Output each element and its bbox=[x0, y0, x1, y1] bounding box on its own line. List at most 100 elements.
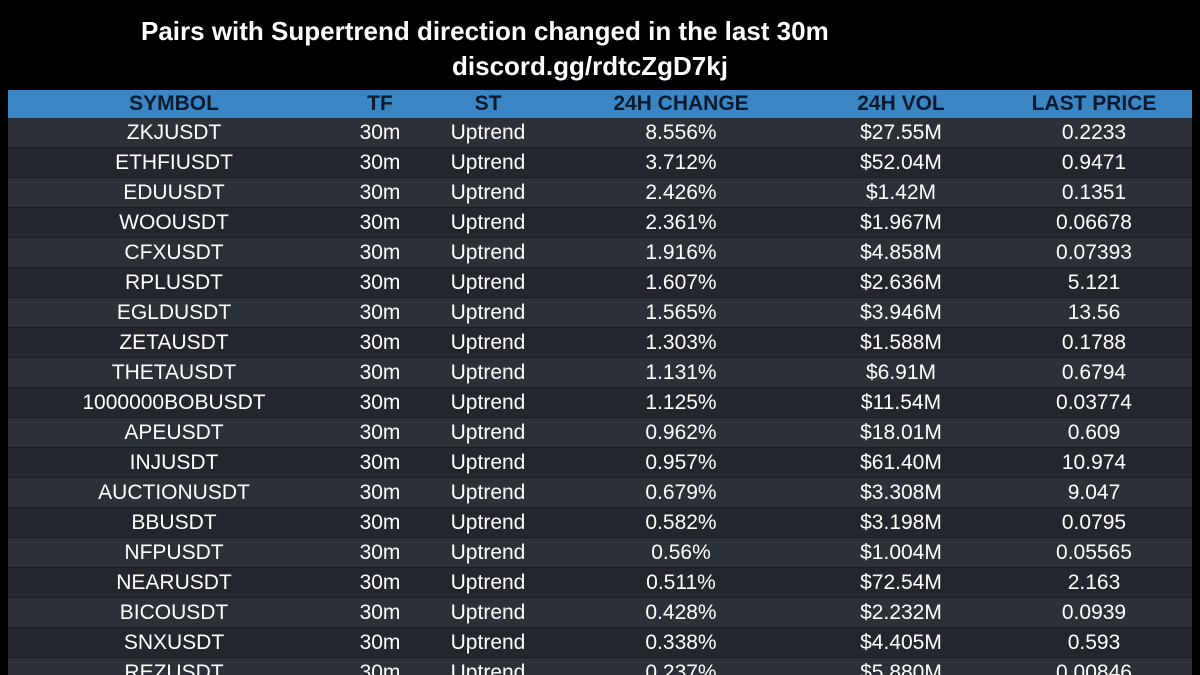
tf-cell: 30m bbox=[340, 507, 420, 538]
table-row: APEUSDT 30m Uptrend 0.962% $18.01M 0.609 bbox=[8, 417, 1192, 448]
column-header-st: ST bbox=[474, 92, 502, 115]
change-cell: 1.125% bbox=[556, 387, 806, 418]
st-cell: Uptrend bbox=[420, 118, 556, 148]
st-cell: Uptrend bbox=[420, 387, 556, 418]
symbol-cell: BICOUSDT bbox=[8, 597, 340, 628]
change-cell: 0.962% bbox=[556, 417, 806, 448]
volume-cell: $2.636M bbox=[806, 267, 996, 298]
tf-cell: 30m bbox=[340, 627, 420, 658]
st-cell: Uptrend bbox=[420, 147, 556, 178]
symbol-cell: SNXUSDT bbox=[8, 627, 340, 658]
symbol-cell: NFPUSDT bbox=[8, 537, 340, 568]
change-cell: 0.511% bbox=[556, 567, 806, 598]
symbol-cell: ZETAUSDT bbox=[8, 327, 340, 358]
column-header-tf: TF bbox=[367, 92, 393, 115]
table-row: SNXUSDT 30m Uptrend 0.338% $4.405M 0.593 bbox=[8, 627, 1192, 658]
tf-cell: 30m bbox=[340, 327, 420, 358]
change-cell: 0.428% bbox=[556, 597, 806, 628]
tf-cell: 30m bbox=[340, 657, 420, 675]
symbol-cell: CFXUSDT bbox=[8, 237, 340, 268]
change-cell: 0.237% bbox=[556, 657, 806, 675]
table-row: NFPUSDT 30m Uptrend 0.56% $1.004M 0.05565 bbox=[8, 537, 1192, 568]
price-cell: 5.121 bbox=[996, 267, 1192, 298]
price-cell: 0.00846 bbox=[996, 657, 1192, 675]
st-cell: Uptrend bbox=[420, 567, 556, 598]
volume-cell: $1.588M bbox=[806, 327, 996, 358]
column-header-last-price: LAST PRICE bbox=[1031, 92, 1157, 115]
table-row: RPLUSDT 30m Uptrend 1.607% $2.636M 5.121 bbox=[8, 267, 1192, 298]
st-cell: Uptrend bbox=[420, 237, 556, 268]
page-header: Pairs with Supertrend direction changed … bbox=[0, 0, 1200, 90]
page-title: Pairs with Supertrend direction changed … bbox=[141, 16, 829, 46]
table-row: WOOUSDT 30m Uptrend 2.361% $1.967M 0.06678 bbox=[8, 207, 1192, 238]
change-cell: 0.338% bbox=[556, 627, 806, 658]
price-cell: 2.163 bbox=[996, 567, 1192, 598]
table-row: BBUSDT 30m Uptrend 0.582% $3.198M 0.0795 bbox=[8, 507, 1192, 538]
price-cell: 0.9471 bbox=[996, 147, 1192, 178]
volume-cell: $1.004M bbox=[806, 537, 996, 568]
tf-cell: 30m bbox=[340, 357, 420, 388]
st-cell: Uptrend bbox=[420, 627, 556, 658]
change-cell: 0.957% bbox=[556, 447, 806, 478]
change-cell: 0.679% bbox=[556, 477, 806, 508]
change-cell: 1.607% bbox=[556, 267, 806, 298]
discord-link-text: discord.gg/rdtcZgD7kj bbox=[452, 51, 728, 81]
st-cell: Uptrend bbox=[420, 507, 556, 538]
change-cell: 1.131% bbox=[556, 357, 806, 388]
price-cell: 0.05565 bbox=[996, 537, 1192, 568]
st-cell: Uptrend bbox=[420, 327, 556, 358]
table-row: CFXUSDT 30m Uptrend 1.916% $4.858M 0.07393 bbox=[8, 237, 1192, 268]
price-cell: 13.56 bbox=[996, 297, 1192, 328]
symbol-cell: EDUUSDT bbox=[8, 177, 340, 208]
volume-cell: $4.858M bbox=[806, 237, 996, 268]
symbol-cell: THETAUSDT bbox=[8, 357, 340, 388]
table-row: AUCTIONUSDT 30m Uptrend 0.679% $3.308M 9.047 bbox=[8, 477, 1192, 508]
change-cell: 1.565% bbox=[556, 297, 806, 328]
price-cell: 0.06678 bbox=[996, 207, 1192, 238]
change-cell: 3.712% bbox=[556, 147, 806, 178]
symbol-cell: AUCTIONUSDT bbox=[8, 477, 340, 508]
table-body: ZKJUSDT 30m Uptrend 8.556% $27.55M 0.2233 ETHF… bbox=[8, 118, 1192, 675]
tf-cell: 30m bbox=[340, 237, 420, 268]
tf-cell: 30m bbox=[340, 567, 420, 598]
change-cell: 0.56% bbox=[556, 537, 806, 568]
tf-cell: 30m bbox=[340, 477, 420, 508]
symbol-cell: ZKJUSDT bbox=[8, 118, 340, 148]
table-row: REZUSDT 30m Uptrend 0.237% $5.880M 0.00846 bbox=[8, 657, 1192, 675]
price-cell: 10.974 bbox=[996, 447, 1192, 478]
symbol-cell: WOOUSDT bbox=[8, 207, 340, 238]
tf-cell: 30m bbox=[340, 177, 420, 208]
change-cell: 0.582% bbox=[556, 507, 806, 538]
symbol-cell: INJUSDT bbox=[8, 447, 340, 478]
tf-cell: 30m bbox=[340, 537, 420, 568]
tf-cell: 30m bbox=[340, 297, 420, 328]
volume-cell: $6.91M bbox=[806, 357, 996, 388]
volume-cell: $3.308M bbox=[806, 477, 996, 508]
change-cell: 2.426% bbox=[556, 177, 806, 208]
symbol-cell: APEUSDT bbox=[8, 417, 340, 448]
st-cell: Uptrend bbox=[420, 657, 556, 675]
table-row: ZKJUSDT 30m Uptrend 8.556% $27.55M 0.2233 bbox=[8, 118, 1192, 148]
price-cell: 0.07393 bbox=[996, 237, 1192, 268]
price-cell: 0.2233 bbox=[996, 118, 1192, 148]
price-cell: 0.0795 bbox=[996, 507, 1192, 538]
price-cell: 0.609 bbox=[996, 417, 1192, 448]
price-cell: 0.0939 bbox=[996, 597, 1192, 628]
price-cell: 0.6794 bbox=[996, 357, 1192, 388]
st-cell: Uptrend bbox=[420, 597, 556, 628]
table-row: BICOUSDT 30m Uptrend 0.428% $2.232M 0.0939 bbox=[8, 597, 1192, 628]
price-cell: 0.593 bbox=[996, 627, 1192, 658]
volume-cell: $61.40M bbox=[806, 447, 996, 478]
volume-cell: $3.198M bbox=[806, 507, 996, 538]
table-row: THETAUSDT 30m Uptrend 1.131% $6.91M 0.6794 bbox=[8, 357, 1192, 388]
volume-cell: $2.232M bbox=[806, 597, 996, 628]
tf-cell: 30m bbox=[340, 447, 420, 478]
price-cell: 0.1788 bbox=[996, 327, 1192, 358]
table-row: EDUUSDT 30m Uptrend 2.426% $1.42M 0.1351 bbox=[8, 177, 1192, 208]
change-cell: 1.916% bbox=[556, 237, 806, 268]
volume-cell: $18.01M bbox=[806, 417, 996, 448]
table-row: EGLDUSDT 30m Uptrend 1.565% $3.946M 13.56 bbox=[8, 297, 1192, 328]
pairs-table: SYMBOL TF ST 24H CHANGE 24H VOL LAST PRI… bbox=[8, 90, 1192, 675]
table-row: NEARUSDT 30m Uptrend 0.511% $72.54M 2.163 bbox=[8, 567, 1192, 598]
st-cell: Uptrend bbox=[420, 537, 556, 568]
